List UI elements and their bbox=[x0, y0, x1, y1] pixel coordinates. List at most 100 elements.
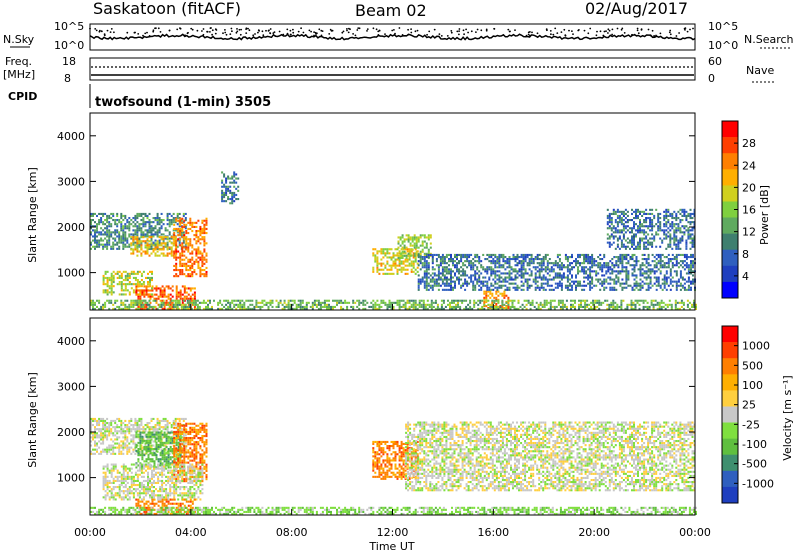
heatmap-cell bbox=[160, 419, 163, 422]
heatmap-cell bbox=[606, 233, 609, 236]
heatmap-cell bbox=[685, 214, 688, 217]
heatmap-cell bbox=[118, 233, 121, 236]
heatmap-cell bbox=[114, 419, 117, 422]
heatmap-cell bbox=[655, 266, 658, 269]
heatmap-cell bbox=[205, 217, 208, 220]
heatmap-cell bbox=[647, 284, 650, 287]
heatmap-cell bbox=[613, 278, 616, 281]
heatmap-cell bbox=[425, 288, 428, 291]
heatmap-cell bbox=[162, 242, 165, 245]
heatmap-cell bbox=[690, 288, 692, 291]
heatmap-cell bbox=[669, 239, 672, 242]
heatmap-cell bbox=[677, 210, 680, 213]
heatmap-cell bbox=[575, 262, 577, 265]
nsky-panel bbox=[89, 23, 696, 51]
heatmap-cell bbox=[476, 278, 479, 281]
heatmap-cell bbox=[195, 252, 198, 255]
heatmap-cell bbox=[403, 250, 406, 253]
heatmap-cell bbox=[464, 288, 467, 291]
heatmap-cell bbox=[144, 225, 147, 228]
heatmap-cell bbox=[597, 278, 600, 281]
heatmap-cell bbox=[197, 248, 200, 251]
heatmap-cell bbox=[372, 248, 375, 251]
nsearch-point bbox=[269, 28, 272, 30]
nsearch-point bbox=[154, 27, 156, 30]
heatmap-cell bbox=[158, 236, 161, 239]
heatmap-cell bbox=[667, 284, 670, 287]
heatmap-cell bbox=[388, 272, 391, 275]
heatmap-cell bbox=[662, 305, 665, 308]
heatmap-cell bbox=[501, 307, 504, 310]
heatmap-cell bbox=[587, 268, 590, 271]
heatmap-cell bbox=[124, 225, 127, 228]
heatmap-cell bbox=[626, 219, 629, 222]
heatmap-cell bbox=[633, 247, 635, 250]
heatmap-cell bbox=[193, 269, 196, 272]
heatmap-cell bbox=[397, 254, 400, 257]
heatmap-cell bbox=[142, 212, 145, 215]
heatmap-cell bbox=[542, 268, 545, 271]
heatmap-cell bbox=[623, 258, 626, 261]
heatmap-cell bbox=[380, 264, 383, 267]
heatmap-cell bbox=[484, 276, 487, 279]
heatmap-cell bbox=[639, 241, 641, 244]
heatmap-cell bbox=[490, 282, 493, 285]
heatmap-cell bbox=[137, 295, 140, 298]
heatmap-cell bbox=[610, 223, 613, 226]
heatmap-cell bbox=[422, 303, 425, 306]
heatmap-cell bbox=[551, 299, 554, 302]
heatmap-cell bbox=[165, 295, 168, 298]
nsearch-point bbox=[159, 31, 162, 33]
nsky-series bbox=[89, 33, 696, 41]
heatmap-cell bbox=[554, 260, 557, 263]
heatmap-cell bbox=[390, 307, 393, 310]
heatmap-cell bbox=[136, 238, 139, 241]
heatmap-cell bbox=[508, 288, 511, 291]
heatmap-cell bbox=[173, 250, 176, 253]
heatmap-cell bbox=[456, 253, 458, 256]
heatmap-cell bbox=[618, 214, 621, 217]
heatmap-cell bbox=[431, 256, 434, 259]
heatmap-cell bbox=[110, 281, 113, 284]
heatmap-cell bbox=[411, 240, 414, 243]
heatmap-cell bbox=[490, 268, 493, 271]
heatmap-cell bbox=[98, 233, 101, 236]
heatmap-cell bbox=[427, 238, 430, 241]
heatmap-cell bbox=[611, 288, 614, 291]
heatmap-cell bbox=[528, 268, 531, 271]
heatmap-cell bbox=[181, 258, 184, 261]
heatmap-cell bbox=[187, 250, 190, 253]
heatmap-cell bbox=[439, 278, 442, 281]
heatmap-cell bbox=[267, 301, 270, 304]
heatmap-cell bbox=[585, 276, 588, 279]
heatmap-cell bbox=[581, 270, 584, 273]
heatmap-cell bbox=[578, 305, 580, 308]
heatmap-cell bbox=[112, 214, 115, 217]
heatmap-cell bbox=[299, 307, 302, 310]
nsearch-point bbox=[211, 29, 214, 32]
heatmap-cell bbox=[138, 214, 141, 217]
heatmap-cell bbox=[606, 221, 609, 224]
heatmap-cell bbox=[106, 233, 109, 236]
heatmap-cell bbox=[639, 270, 642, 273]
heatmap-cell bbox=[685, 272, 688, 275]
heatmap-cell bbox=[590, 301, 593, 304]
heatmap-cell bbox=[134, 219, 137, 222]
heatmap-cell bbox=[633, 278, 636, 281]
heatmap-cell bbox=[622, 225, 625, 228]
heatmap-cell bbox=[637, 268, 640, 271]
heatmap-cell bbox=[136, 283, 139, 286]
heatmap-cell bbox=[406, 260, 409, 263]
heatmap-cell bbox=[110, 422, 113, 425]
heatmap-cell bbox=[542, 260, 545, 263]
heatmap-cell bbox=[583, 276, 586, 279]
heatmap-cell bbox=[431, 266, 434, 269]
heatmap-cell bbox=[189, 223, 192, 226]
heatmap-cell bbox=[506, 262, 509, 265]
heatmap-cell bbox=[615, 288, 618, 291]
heatmap-cell bbox=[382, 248, 385, 251]
heatmap-cell bbox=[422, 299, 425, 302]
heatmap-cell bbox=[98, 299, 101, 302]
heatmap-cell bbox=[140, 285, 143, 288]
heatmap-cell bbox=[639, 239, 641, 242]
